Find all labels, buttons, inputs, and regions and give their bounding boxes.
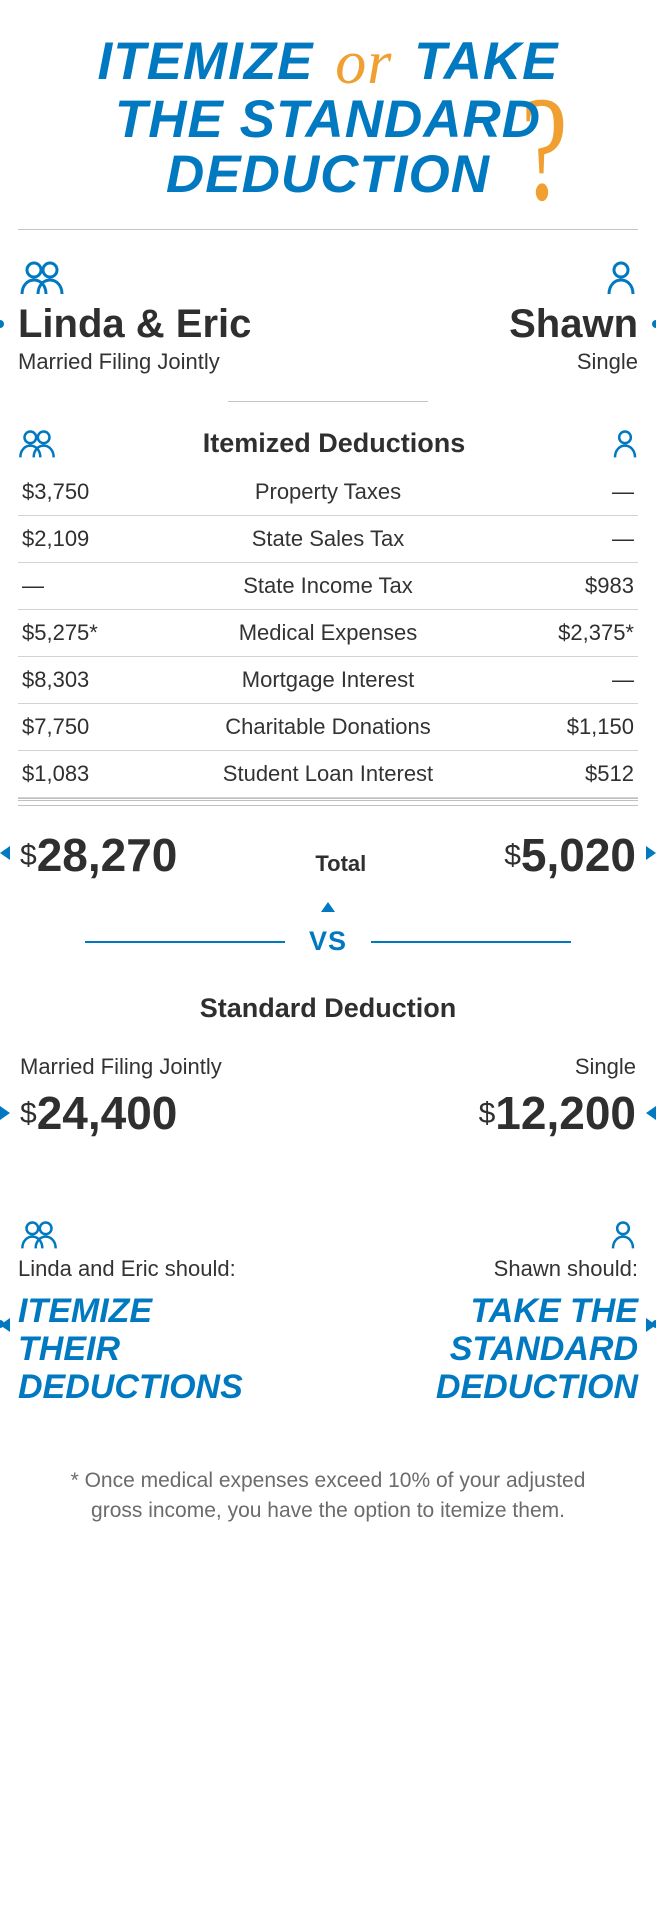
title-word-take: TAKE: [414, 32, 558, 91]
recommendation-row: Linda and Eric should: ITEMIZE THEIR DED…: [18, 1256, 638, 1406]
rec-left-who: Linda and Eric should:: [18, 1256, 243, 1282]
row-left-value: $5,275*: [18, 610, 179, 657]
totals-separator: [18, 798, 638, 806]
profile-left: Linda & Eric Married Filing Jointly: [18, 302, 251, 375]
title-word-itemize: ITEMIZE: [97, 32, 313, 91]
pointer-left-icon: [646, 1106, 656, 1120]
vs-label: VS: [309, 926, 347, 957]
rec-right-action-1: TAKE THE: [436, 1292, 638, 1330]
person-icon: [610, 1220, 636, 1250]
rec-left-action-1: ITEMIZE: [18, 1292, 243, 1330]
vs-row: VS: [18, 926, 638, 957]
profile-right-status: Single: [509, 349, 638, 375]
page-title: ITEMIZE or TAKE THE STANDARD DEDUCTION ?: [18, 24, 638, 205]
total-right-value: 5,020: [521, 829, 636, 881]
currency-symbol: $: [20, 839, 37, 872]
rec-left-action-3: DEDUCTIONS: [18, 1368, 243, 1406]
currency-symbol: $: [504, 839, 521, 872]
total-label: Total: [315, 851, 366, 877]
row-label: Student Loan Interest: [179, 751, 477, 798]
standard-title: Standard Deduction: [18, 993, 638, 1024]
footnote: * Once medical expenses exceed 10% of yo…: [18, 1466, 638, 1525]
people-pair-icon: [18, 429, 56, 459]
row-right-value: $983: [477, 563, 638, 610]
itemized-table: $3,750Property Taxes—$2,109State Sales T…: [18, 469, 638, 798]
profile-right-name: Shawn: [509, 302, 638, 347]
rec-right-action-2: STANDARD: [436, 1330, 638, 1368]
row-left-value: $7,750: [18, 704, 179, 751]
row-right-value: $1,150: [477, 704, 638, 751]
row-right-value: —: [477, 469, 638, 516]
pointer-right-icon: [646, 846, 656, 860]
standard-right: Single $12,200: [479, 1054, 636, 1140]
pointer-right-icon: [646, 1318, 656, 1332]
standard-left-status: Married Filing Jointly: [20, 1054, 222, 1080]
table-row: —State Income Tax$983: [18, 563, 638, 610]
row-label: Medical Expenses: [179, 610, 477, 657]
recommendation-right: Shawn should: TAKE THE STANDARD DEDUCTIO…: [436, 1256, 638, 1406]
standard-left-value: 24,400: [37, 1087, 178, 1139]
itemized-header: Itemized Deductions: [18, 428, 638, 459]
standard-right-value: 12,200: [495, 1087, 636, 1139]
vs-bar: [85, 941, 285, 943]
row-label: State Income Tax: [179, 563, 477, 610]
recommendation-section: Linda and Eric should: ITEMIZE THEIR DED…: [18, 1220, 638, 1406]
table-row: $2,109State Sales Tax—: [18, 516, 638, 563]
edge-dot: [0, 320, 4, 328]
total-right: $5,020: [504, 828, 636, 882]
row-left-value: $1,083: [18, 751, 179, 798]
standard-right-status: Single: [479, 1054, 636, 1080]
title-line-3: DEDUCTION: [18, 144, 638, 205]
row-label: Charitable Donations: [179, 704, 477, 751]
edge-dot: [652, 320, 656, 328]
row-left-value: —: [18, 563, 179, 610]
currency-symbol: $: [479, 1097, 496, 1130]
table-row: $3,750Property Taxes—: [18, 469, 638, 516]
row-right-value: $512: [477, 751, 638, 798]
table-row: $8,303Mortgage Interest—: [18, 657, 638, 704]
rec-icon-row: [18, 1220, 638, 1250]
pointer-left-icon: [0, 1318, 10, 1332]
table-row: $1,083Student Loan Interest$512: [18, 751, 638, 798]
person-icon: [612, 429, 638, 459]
divider: [18, 229, 638, 230]
divider: [228, 401, 428, 402]
standard-left: Married Filing Jointly $24,400: [20, 1054, 222, 1140]
recommendation-left: Linda and Eric should: ITEMIZE THEIR DED…: [18, 1256, 243, 1406]
row-label: State Sales Tax: [179, 516, 477, 563]
pointer-right-icon: [0, 1106, 10, 1120]
row-left-value: $8,303: [18, 657, 179, 704]
currency-symbol: $: [20, 1097, 37, 1130]
profile-left-name: Linda & Eric: [18, 302, 251, 347]
row-right-value: $2,375*: [477, 610, 638, 657]
pointer-left-icon: [0, 846, 10, 860]
total-left-value: 28,270: [37, 829, 178, 881]
rec-left-action-2: THEIR: [18, 1330, 243, 1368]
pointer-down-icon: [321, 902, 335, 912]
title-line-2: THE STANDARD: [18, 89, 638, 150]
profiles: Linda & Eric Married Filing Jointly Shaw…: [18, 302, 638, 375]
total-left: $28,270: [20, 828, 177, 882]
standard-row: Married Filing Jointly $24,400 Single $1…: [18, 1054, 638, 1140]
itemized-title: Itemized Deductions: [203, 428, 466, 459]
rec-right-action-3: DEDUCTION: [436, 1368, 638, 1406]
row-label: Property Taxes: [179, 469, 477, 516]
vs-bar: [371, 941, 571, 943]
profile-icon-row: [18, 260, 638, 296]
title-word-or: or: [329, 29, 398, 97]
row-left-value: $3,750: [18, 469, 179, 516]
rec-right-who: Shawn should:: [436, 1256, 638, 1282]
totals-row: $28,270 Total $5,020: [18, 828, 638, 882]
table-row: $5,275*Medical Expenses$2,375*: [18, 610, 638, 657]
row-right-value: —: [477, 516, 638, 563]
profile-left-status: Married Filing Jointly: [18, 349, 251, 375]
table-row: $7,750Charitable Donations$1,150: [18, 704, 638, 751]
person-icon: [606, 260, 636, 296]
profile-right: Shawn Single: [509, 302, 638, 375]
row-left-value: $2,109: [18, 516, 179, 563]
row-label: Mortgage Interest: [179, 657, 477, 704]
people-pair-icon: [20, 1220, 58, 1250]
row-right-value: —: [477, 657, 638, 704]
people-pair-icon: [20, 260, 64, 296]
